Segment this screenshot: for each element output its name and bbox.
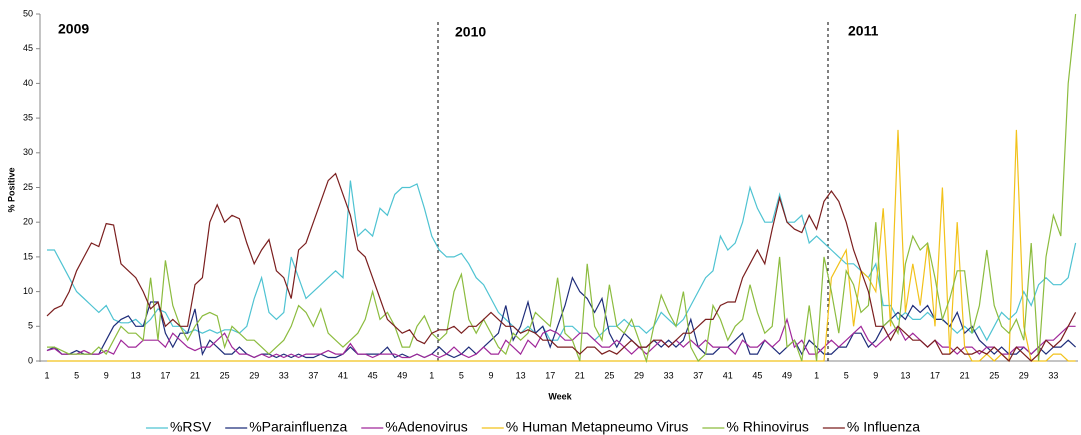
x-tick-label: 33 xyxy=(279,370,289,380)
x-tick-label: 17 xyxy=(545,370,555,380)
x-tick-label: 9 xyxy=(104,370,109,380)
x-tick-label: 37 xyxy=(693,370,703,380)
legend-label: %Adenovirus xyxy=(385,419,468,435)
y-tick-label: 35 xyxy=(23,112,33,122)
legend-label: % Rhinovirus xyxy=(726,419,808,435)
year-label: 2011 xyxy=(848,23,879,39)
x-tick-label: 25 xyxy=(989,370,999,380)
y-tick-label: 25 xyxy=(23,182,33,192)
y-tick-label: 10 xyxy=(23,286,33,296)
series-line xyxy=(47,13,1077,364)
x-tick-label: 1 xyxy=(814,370,819,380)
x-tick-label: 29 xyxy=(1019,370,1029,380)
series-line xyxy=(47,129,1076,363)
x-tick-label: 13 xyxy=(131,370,141,380)
year-label: 2010 xyxy=(455,24,486,40)
y-tick-label: 5 xyxy=(28,321,33,331)
x-tick-label: 45 xyxy=(368,370,378,380)
series-line xyxy=(47,180,1077,342)
x-tick-label: 33 xyxy=(1048,370,1058,380)
x-tick-label: 5 xyxy=(459,370,464,380)
x-tick-label: 41 xyxy=(723,370,733,380)
legend-label: %RSV xyxy=(170,419,212,435)
x-tick-label: 9 xyxy=(873,370,878,380)
x-tick-label: 17 xyxy=(160,370,170,380)
x-tick-label: 29 xyxy=(249,370,259,380)
x-tick-label: 21 xyxy=(190,370,200,380)
legend-label: % Influenza xyxy=(847,419,920,435)
y-tick-label: 15 xyxy=(23,251,33,261)
x-tick-label: 5 xyxy=(74,370,79,380)
legend: %RSV %Parainfluenza %Adenovirus % Human Met… xyxy=(145,419,920,435)
x-tick-label: 25 xyxy=(220,370,230,380)
x-tick-label: 21 xyxy=(960,370,970,380)
y-tick-label: 20 xyxy=(23,217,33,227)
x-tick-label: 41 xyxy=(338,370,348,380)
x-tick-label: 25 xyxy=(604,370,614,380)
y-tick-label: 40 xyxy=(23,78,33,88)
series-line xyxy=(46,276,1077,359)
x-tick-label: 49 xyxy=(782,370,792,380)
y-tick-label: 0 xyxy=(28,355,33,365)
x-tick-label: 29 xyxy=(634,370,644,380)
y-tick-label: 45 xyxy=(23,43,33,53)
x-tick-label: 1 xyxy=(429,370,434,380)
x-axis-label: Week xyxy=(548,391,572,401)
x-tick-label: 33 xyxy=(664,370,674,380)
series-line xyxy=(46,317,1076,359)
x-tick-label: 17 xyxy=(930,370,940,380)
plot xyxy=(46,13,1077,364)
x-tick-label: 45 xyxy=(752,370,762,380)
y-tick-label: 30 xyxy=(23,147,33,157)
x-tick-label: 21 xyxy=(575,370,585,380)
x-tick-label: 49 xyxy=(397,370,407,380)
x-tick-label: 13 xyxy=(900,370,910,380)
y-axis-label: % Positive xyxy=(6,167,16,212)
x-tick-label: 9 xyxy=(488,370,493,380)
y-tick-label: 50 xyxy=(23,8,33,18)
legend-label: %Parainfluenza xyxy=(249,419,347,435)
series-line xyxy=(46,172,1077,362)
legend-label: % Human Metapneumo Virus xyxy=(506,419,689,435)
x-tick-label: 5 xyxy=(844,370,849,380)
x-tick-label: 37 xyxy=(308,370,318,380)
x-tick-label: 13 xyxy=(516,370,526,380)
year-label: 2009 xyxy=(58,21,89,37)
x-tick-label: 1 xyxy=(44,370,49,380)
